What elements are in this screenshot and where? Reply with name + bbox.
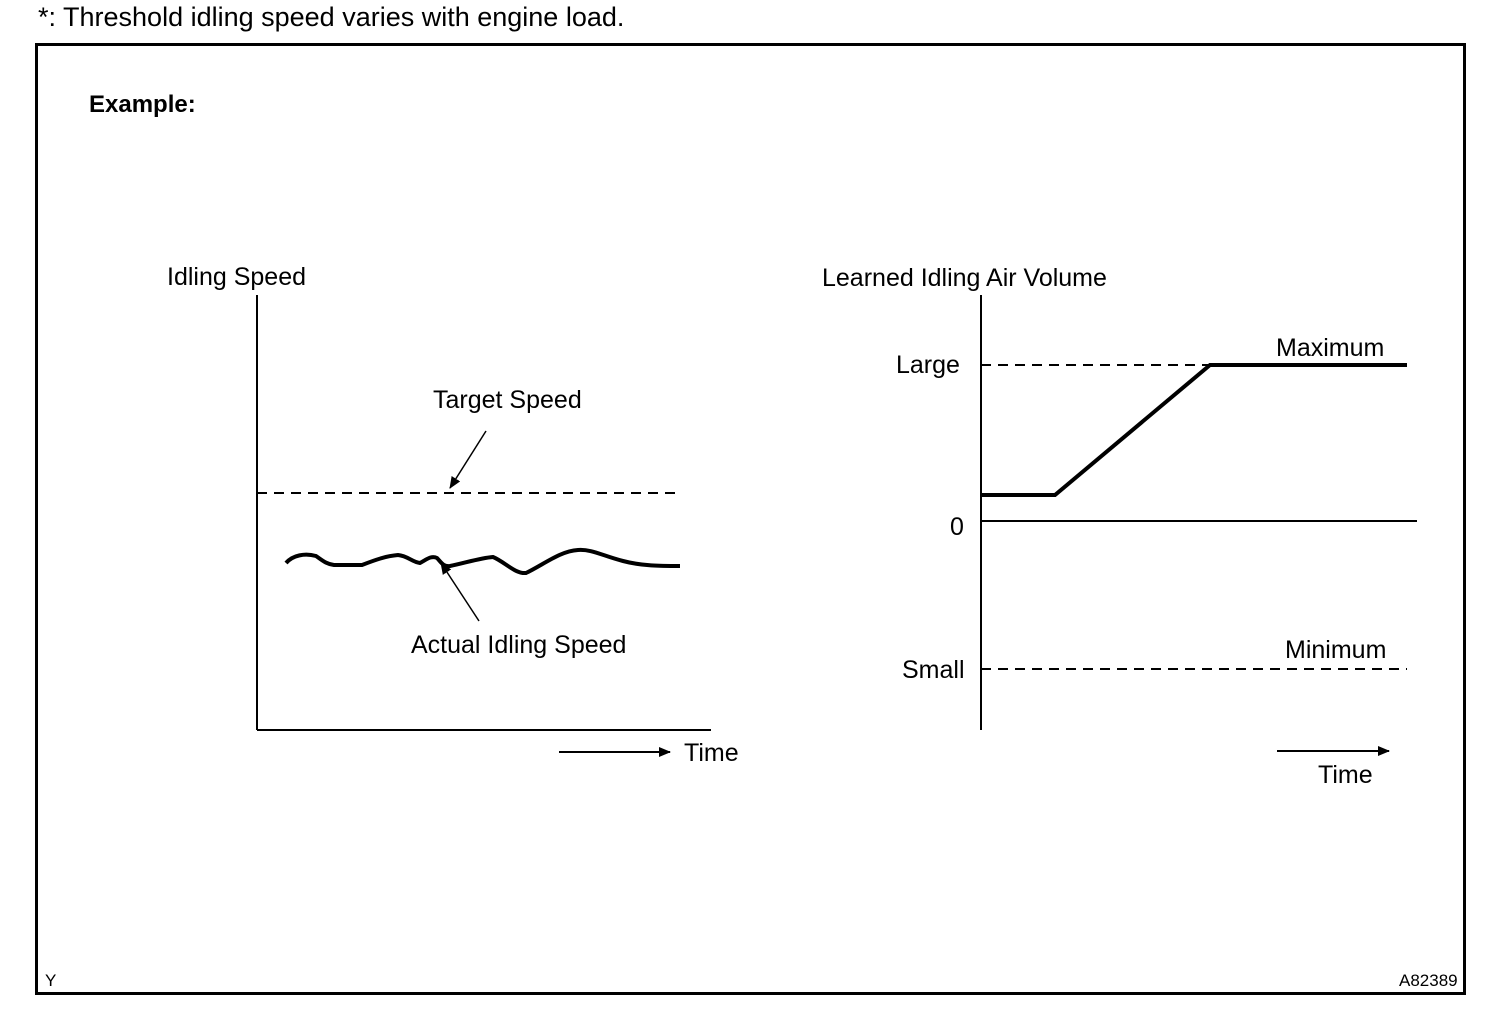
time-label-left: Time [684, 739, 739, 767]
idling-speed-chart: Idling Speed Target Speed Actual Idling … [167, 263, 739, 767]
maximum-label: Maximum [1276, 334, 1384, 362]
target-speed-pointer-arrow [449, 430, 487, 489]
idling-speed-axis-label: Idling Speed [167, 263, 306, 291]
actual-idling-speed-curve [284, 547, 681, 576]
learned-air-volume-chart: Learned Idling Air Volume Large 0 Small … [822, 264, 1417, 789]
figure-frame [35, 43, 1466, 995]
actual-idling-speed-label: Actual Idling Speed [411, 631, 626, 659]
large-level-label: Large [896, 351, 960, 379]
example-heading: Example: [89, 91, 196, 118]
zero-level-label: 0 [950, 513, 964, 541]
figure-id-code: A82389 [1399, 971, 1458, 990]
actual-speed-pointer-arrow [440, 562, 480, 622]
footnote-text: *: Threshold idling speed varies with en… [38, 2, 625, 32]
minimum-label: Minimum [1285, 636, 1386, 664]
time-label-right: Time [1318, 761, 1373, 789]
small-level-label: Small [902, 656, 965, 684]
target-speed-label: Target Speed [433, 386, 582, 414]
learned-air-volume-axis-label: Learned Idling Air Volume [822, 264, 1107, 292]
corner-code-left: Y [45, 971, 56, 990]
learned-air-volume-curve [981, 363, 1407, 497]
